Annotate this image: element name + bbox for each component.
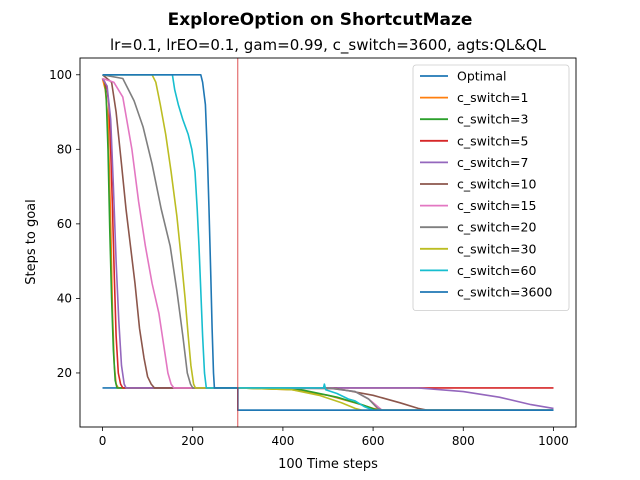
- legend-label: c_switch=10: [457, 177, 536, 192]
- chart-subtitle: lr=0.1, lrEO=0.1, gam=0.99, c_switch=360…: [110, 36, 547, 55]
- legend-label: c_switch=3600: [457, 285, 552, 300]
- y-tick-label: 100: [49, 68, 72, 82]
- x-axis-ticks: 0 200 400 600 800 1000: [99, 427, 569, 448]
- y-tick-label: 80: [57, 142, 72, 156]
- series-line-9: [102, 74, 554, 412]
- y-axis-ticks: 20 40 60 80 100: [49, 68, 80, 380]
- y-tick-label: 60: [57, 217, 72, 231]
- legend-label: c_switch=20: [457, 220, 536, 235]
- legend-label: c_switch=1: [457, 90, 528, 105]
- x-axis-label: 100 Time steps: [278, 457, 378, 472]
- y-axis-label: Steps to goal: [24, 199, 39, 284]
- legend-label: c_switch=7: [457, 155, 528, 170]
- legend-frame: [412, 64, 570, 312]
- legend-label: c_switch=60: [457, 263, 536, 278]
- series-line-5: [101, 74, 554, 412]
- series-line-2: [101, 78, 554, 412]
- y-tick-label: 20: [57, 366, 72, 380]
- legend-label: c_switch=5: [457, 133, 528, 148]
- x-tick-label: 0: [99, 434, 107, 448]
- legend-label: Optimal: [457, 69, 506, 84]
- series-line-4: [101, 78, 554, 410]
- x-tick-label: 1000: [538, 434, 569, 448]
- chart-title: ExploreOption on ShortcutMaze: [168, 10, 473, 30]
- x-tick-label: 400: [271, 434, 294, 448]
- y-tick-label: 40: [57, 291, 72, 305]
- series-line-7: [102, 74, 554, 412]
- x-tick-label: 200: [181, 434, 204, 448]
- legend-label: c_switch=15: [457, 198, 536, 213]
- x-tick-label: 800: [452, 434, 475, 448]
- legend: Optimal c_switch=1 c_switch=3 c_switch=5 c_s…: [412, 64, 570, 312]
- series-layer: [101, 74, 554, 412]
- legend-label: c_switch=3: [457, 112, 528, 127]
- plot-frame: [79, 57, 577, 428]
- x-tick-label: 600: [362, 434, 385, 448]
- series-line-8: [102, 74, 554, 412]
- legend-label: c_switch=30: [457, 241, 536, 256]
